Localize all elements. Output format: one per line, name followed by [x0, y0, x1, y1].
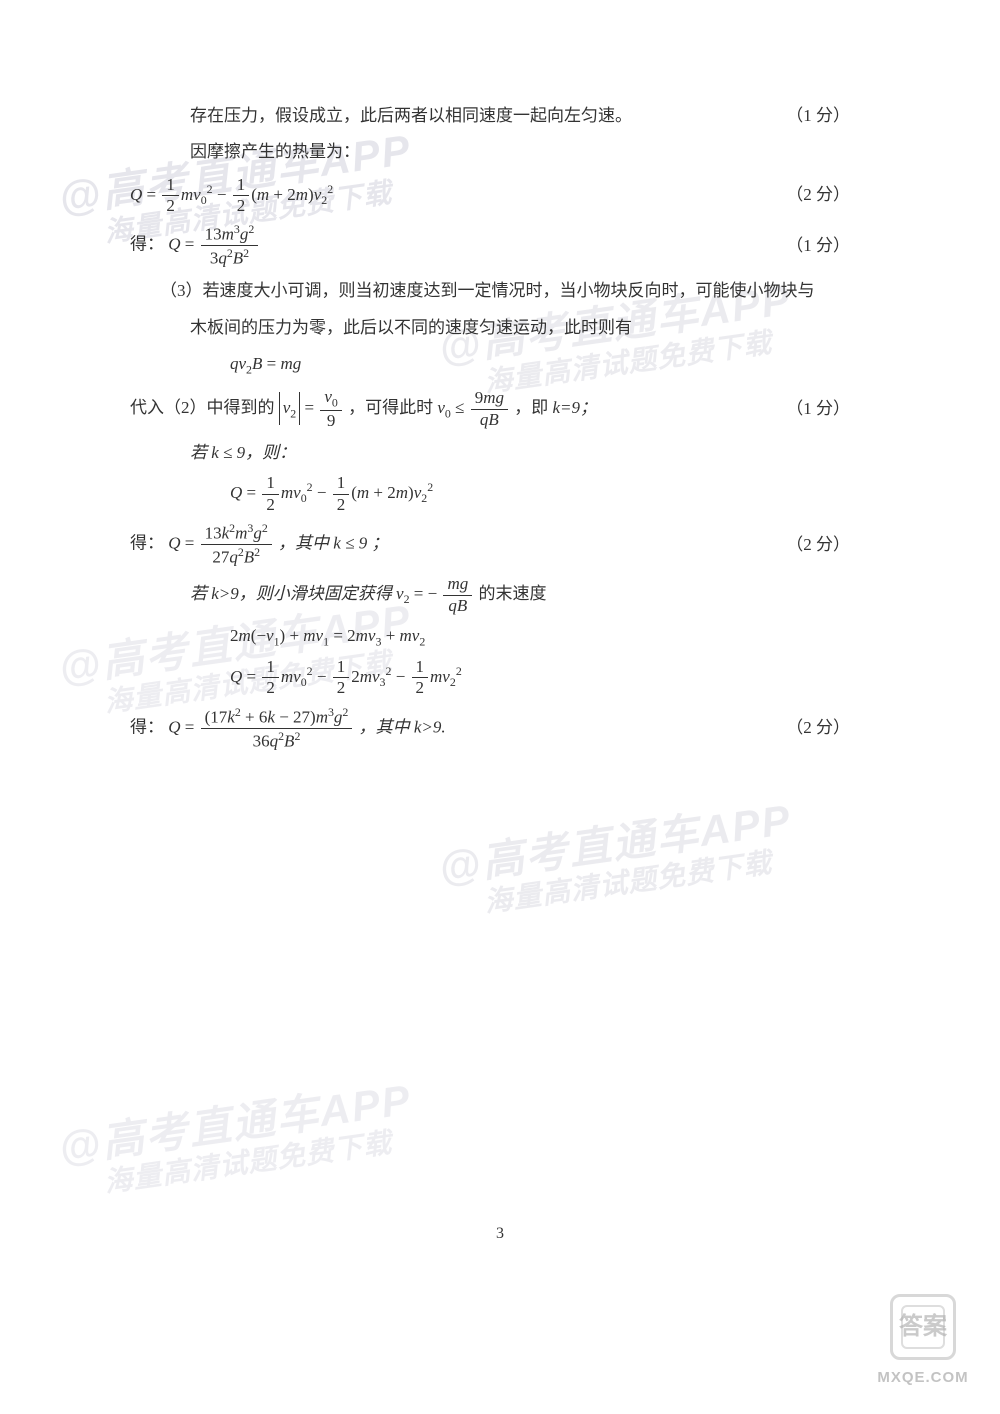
- text: 若 k>9，则小滑块固定获得: [190, 584, 396, 603]
- equation: 得： Q = 13m3g2 3q2B2 （1 分）: [130, 222, 850, 269]
- text: 的末速度: [479, 584, 547, 603]
- text: 木板间的压力为零，此后以不同的速度匀速运动，此时则有: [190, 318, 632, 337]
- score-tag: （1 分）: [786, 230, 850, 262]
- paragraph: 若 k ≤ 9，则：: [190, 437, 850, 469]
- equation: 得： Q = (17k2 + 6k − 27)m3g2 36q2B2 ，其中 k…: [130, 705, 850, 752]
- equation: 2m(−v1) + mv1 = 2mv3 + mv2: [230, 620, 850, 653]
- text: ，其中 k ≤ 9 ；: [278, 534, 388, 553]
- text: k=9；: [552, 398, 597, 417]
- corner-badge: 答案 MXQE.COM: [868, 1294, 978, 1393]
- document-body: （1 分） 存在压力，假设成立，此后两者以相同速度一起向左匀速。 因摩擦产生的热…: [130, 100, 850, 758]
- equation: Q = 12mv02 − 12(m + 2m)v22: [230, 473, 850, 515]
- watermark: @高考直通车APP 海量高清试题免费下载: [56, 1076, 419, 1205]
- equation-line: 代入（2）中得到的 v2 = v09 ，可得此时 v0 ≤ 9mgqB ，即 k…: [130, 387, 850, 431]
- text: 得：: [130, 717, 164, 736]
- score-tag: （2 分）: [786, 529, 850, 561]
- badge-url: MXQE.COM: [868, 1364, 978, 1393]
- text: 得：: [130, 235, 164, 254]
- score-tag: （1 分）: [786, 100, 850, 132]
- text: ，可得此时: [348, 398, 437, 417]
- text: ，其中 k>9.: [359, 717, 446, 736]
- paragraph: （1 分） 存在压力，假设成立，此后两者以相同速度一起向左匀速。: [190, 100, 850, 132]
- text: （3）若速度大小可调，则当初速度达到一定情况时，当小物块反向时，可能使小物块与: [160, 281, 815, 300]
- watermark: @高考直通车APP 海量高清试题免费下载: [436, 796, 799, 925]
- paragraph: （3）若速度大小可调，则当初速度达到一定情况时，当小物块反向时，可能使小物块与: [160, 275, 850, 307]
- text: 存在压力，假设成立，此后两者以相同速度一起向左匀速。: [190, 106, 632, 125]
- equation: qv2B = mg: [230, 348, 850, 381]
- equation: 得： Q = 13k2m3g2 27q2B2 ，其中 k ≤ 9 ； （2 分）: [130, 521, 850, 568]
- equation: Q = 12mv02 − 122mv32 − 12mv22: [230, 657, 850, 699]
- text: 若 k ≤ 9，则：: [190, 443, 296, 462]
- paragraph: 若 k>9，则小滑块固定获得 v2 = − mgqB 的末速度: [190, 574, 850, 616]
- score-tag: （2 分）: [786, 179, 850, 211]
- score-tag: （1 分）: [786, 393, 850, 425]
- text: 得：: [130, 534, 164, 553]
- text: 因摩擦产生的热量为：: [190, 142, 360, 161]
- paragraph: 木板间的压力为零，此后以不同的速度匀速运动，此时则有: [190, 312, 850, 344]
- page-number: 3: [0, 1219, 1000, 1249]
- paragraph: 因摩擦产生的热量为：: [190, 136, 850, 168]
- equation: Q = 12mv02 − 12(m + 2m)v22 （2 分）: [130, 175, 850, 217]
- score-tag: （2 分）: [786, 712, 850, 744]
- text: 代入（2）中得到的: [130, 398, 275, 417]
- text: ，即: [514, 398, 552, 417]
